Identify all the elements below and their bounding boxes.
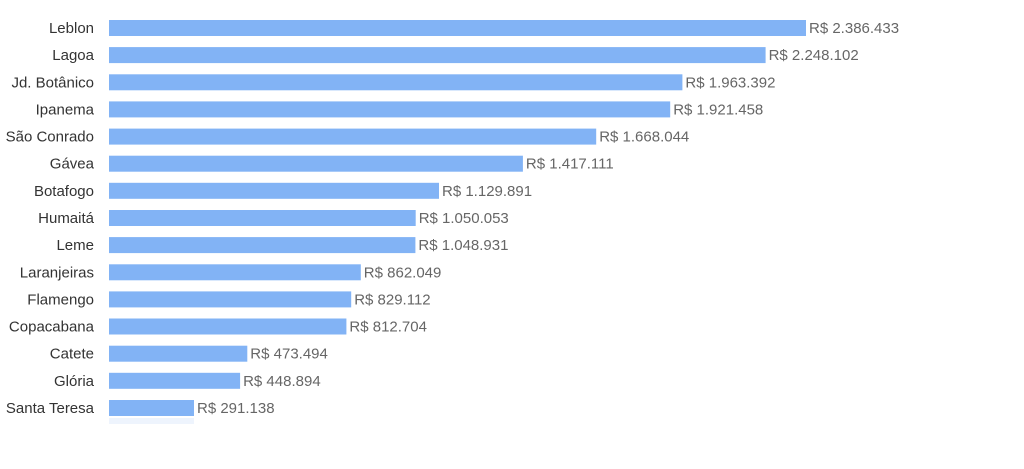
category-label: Glória [54, 373, 95, 390]
bar-9 [109, 264, 361, 281]
category-label: Leme [56, 237, 94, 254]
bar-13 [109, 372, 241, 389]
category-label: São Conrado [6, 129, 94, 146]
bar-11 [109, 318, 347, 335]
bars-group [109, 20, 806, 424]
category-label: Gávea [50, 156, 95, 173]
value-label: R$ 829.112 [354, 291, 430, 308]
value-label: R$ 2.386.433 [809, 20, 899, 37]
category-label: Botafogo [34, 183, 94, 200]
value-labels-group: R$ 2.386.433 R$ 2.248.102 R$ 1.963.392 R$ 1… [197, 20, 899, 417]
value-label: R$ 1.129.891 [442, 183, 532, 200]
category-label: Catete [50, 346, 94, 363]
bar-10 [109, 291, 352, 308]
category-label: Copacabana [9, 319, 95, 336]
category-label: Flamengo [27, 291, 94, 308]
bar-12 [109, 345, 248, 362]
value-label: R$ 473.494 [250, 346, 328, 363]
bar-14 [109, 400, 194, 416]
bar-8 [109, 237, 416, 254]
bar-7 [109, 210, 416, 226]
value-label: R$ 448.894 [243, 373, 321, 390]
value-label: R$ 1.048.931 [418, 237, 508, 254]
category-label: Jd. Botânico [11, 74, 94, 91]
value-label: R$ 291.138 [197, 400, 275, 417]
bar-2 [109, 74, 683, 91]
category-label: Santa Teresa [6, 400, 95, 417]
bar-3 [109, 101, 671, 118]
value-label: R$ 862.049 [364, 264, 442, 281]
category-label: Laranjeiras [20, 264, 94, 281]
value-label: R$ 1.417.111 [526, 156, 614, 173]
bar-1 [109, 47, 766, 64]
category-label: Ipanema [36, 101, 95, 118]
value-label: R$ 812.704 [349, 319, 427, 336]
bar-5 [109, 155, 523, 172]
value-label: R$ 2.248.102 [769, 47, 859, 64]
bar-0 [109, 20, 806, 36]
category-label: Leblon [49, 20, 94, 37]
value-label: R$ 1.050.053 [419, 210, 509, 227]
bar-6 [109, 182, 439, 199]
baseline-shadow [109, 418, 194, 424]
value-label: R$ 1.963.392 [685, 74, 775, 91]
category-label: Humaitá [38, 210, 95, 227]
value-label: R$ 1.668.044 [599, 129, 689, 146]
bar-4 [109, 128, 597, 145]
value-label: R$ 1.921.458 [673, 101, 763, 118]
category-label: Lagoa [52, 47, 94, 64]
category-labels-group: Leblon Lagoa Jd. Botânico Ipanema São Conrad… [6, 20, 95, 417]
